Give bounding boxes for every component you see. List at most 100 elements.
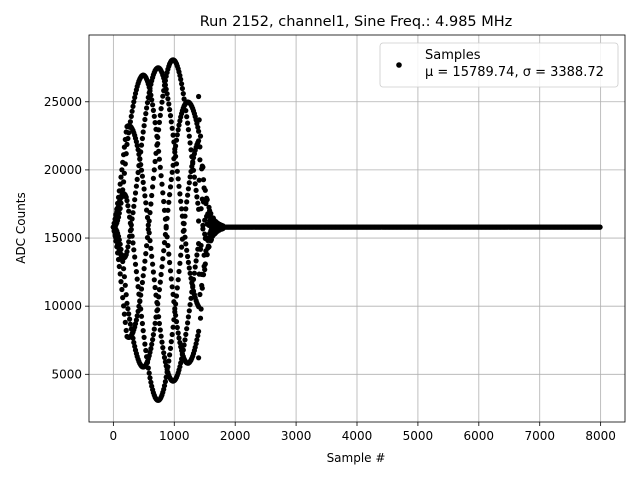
data-point [196,328,202,334]
data-point [164,215,170,221]
data-point [139,173,145,179]
x-tick-label: 5000 [403,429,434,443]
data-point [133,317,139,323]
data-point [166,358,172,364]
data-point [122,319,128,325]
data-point [187,174,193,180]
data-point [145,222,151,228]
x-tick-label: 7000 [524,429,555,443]
data-point [197,157,203,163]
data-point [196,218,202,224]
y-tick-label: 20000 [44,163,82,177]
data-point [202,267,208,273]
data-point [174,285,180,291]
data-point [123,151,129,157]
data-point [116,263,122,270]
data-point [167,184,174,190]
data-point [193,187,199,193]
data-point [124,141,130,147]
data-point [164,91,170,97]
data-point [165,207,171,213]
data-point [168,276,174,282]
data-point [198,206,204,212]
data-point [149,253,155,259]
data-point [177,118,183,124]
data-point [161,240,168,246]
data-point [166,101,172,107]
data-point [197,291,203,298]
data-point [194,337,200,343]
data-point [132,197,138,203]
data-point [165,242,171,249]
data-point [192,264,198,270]
data-point [169,169,175,175]
data-point [179,244,185,250]
data-point [152,284,158,291]
data-points [110,57,603,403]
data-point [186,265,192,271]
data-point [167,192,173,198]
data-point [597,224,603,230]
data-point [130,103,136,109]
data-point [184,199,190,205]
data-point [157,164,163,170]
data-point [190,284,196,290]
data-point [167,107,173,113]
data-point [140,179,146,185]
data-point [156,287,162,293]
data-point [121,170,127,176]
data-point [137,156,143,162]
data-point [173,293,180,299]
data-point [148,245,154,251]
data-point [196,355,202,361]
data-point [132,261,139,267]
data-point [199,285,205,291]
data-point [115,214,122,220]
data-point [174,132,180,138]
data-point [131,247,137,253]
legend-marker [396,62,402,68]
data-point [187,140,193,146]
data-point [143,200,149,206]
data-point [179,85,185,92]
legend-box [379,42,619,88]
data-point [178,76,184,82]
data-point [167,345,174,351]
data-point [142,193,148,199]
data-point [157,279,163,285]
data-point [144,100,151,106]
data-point [124,300,130,306]
data-point [174,168,180,174]
data-point [156,320,162,327]
data-point [140,328,146,334]
data-point [156,314,162,320]
data-point [138,162,144,168]
data-point [169,125,175,131]
data-point [173,312,179,318]
data-point [117,271,123,277]
data-point [186,180,192,186]
data-point [125,244,131,250]
data-point [167,268,174,274]
data-point [182,337,188,343]
data-point [142,341,148,347]
data-point [175,176,181,182]
data-point [185,253,191,260]
data-point [118,200,124,206]
data-point [167,259,173,266]
x-tick-label: 2000 [220,429,251,443]
data-point [118,246,124,252]
data-point [178,252,184,258]
data-point [125,306,131,312]
data-point [126,239,132,245]
data-point [184,114,190,120]
data-point [151,167,157,173]
data-point [160,93,166,99]
data-point [191,270,197,276]
data-point [138,313,145,319]
data-point [177,72,183,79]
data-point [146,370,152,376]
data-point [148,92,154,98]
data-point [148,201,154,207]
data-point [131,339,137,346]
